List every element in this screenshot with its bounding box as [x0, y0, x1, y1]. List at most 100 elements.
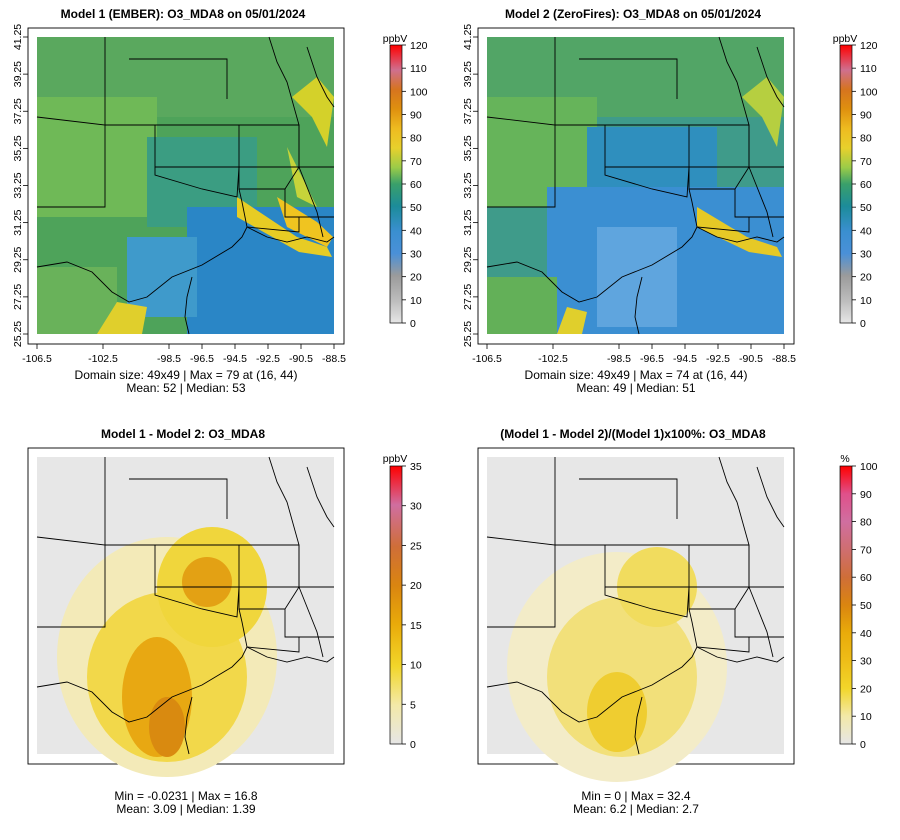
x-tick-label: -106.5	[22, 353, 52, 365]
panel-1-map	[36, 36, 335, 335]
colorbar-tick-label: 110	[860, 63, 877, 75]
y-tick-label: 35.25	[12, 135, 24, 161]
x-tick-label: -94.5	[673, 353, 697, 365]
colorbar-tick-label: 30	[860, 656, 872, 668]
panel-1-stats-line2: Mean: 52 | Median: 53	[126, 381, 246, 395]
colorbar-tick-label: 60	[410, 179, 422, 191]
panel-3: Model 1 - Model 2: O3_MDA8	[27, 427, 345, 777]
colorbar-tick-label: 30	[410, 249, 422, 261]
y-tick-label: 27.25	[12, 284, 24, 310]
colorbar-tick-label: 0	[860, 318, 866, 330]
panel-2-x-axis: -106.5 -102.5 -98.5 -96.5 -94.5 -92.5 -90.5 -88…	[472, 344, 796, 365]
y-tick-label: 37.25	[462, 98, 474, 124]
colorbar-tick-label: 30	[410, 501, 422, 513]
panel-1-colorbar: ppbV 0 10 20 30 40 50 60 70 80 90 100 110 120	[383, 33, 428, 330]
colorbar-tick-label: 70	[410, 156, 422, 168]
colorbar-tick-label: 40	[860, 225, 872, 237]
x-tick-label: -98.5	[157, 353, 181, 365]
y-tick-label: 41.25	[462, 24, 474, 50]
x-tick-label: -98.5	[607, 353, 631, 365]
y-tick-label: 25.25	[462, 321, 474, 347]
colorbar-tick-label: 110	[410, 63, 427, 75]
colorbar-tick-label: 30	[860, 249, 872, 261]
colorbar-tick-label: 70	[860, 544, 872, 556]
y-tick-label: 37.25	[12, 98, 24, 124]
y-tick-label: 33.25	[12, 172, 24, 198]
colorbar-tick-label: 60	[860, 179, 872, 191]
colorbar-tick-label: 10	[860, 711, 872, 723]
colorbar-tick-label: 90	[860, 489, 872, 501]
colorbar-tick-label: 80	[410, 133, 422, 145]
y-tick-label: 35.25	[462, 135, 474, 161]
colorbar-tick-label: 50	[860, 202, 872, 214]
panel-4-colorbar-unit: %	[840, 453, 849, 465]
colorbar-tick-label: 90	[410, 110, 422, 122]
colorbar-tick-label: 40	[410, 225, 422, 237]
x-tick-label: -88.5	[322, 353, 346, 365]
x-tick-label: -90.5	[739, 353, 763, 365]
panel-4-stats-line1: Min = 0 | Max = 32.4	[581, 789, 690, 803]
panel-4-colorbar: % 0 10 20 30 40 50 60 70 80 90 100	[839, 453, 878, 751]
colorbar-tick-label: 10	[860, 295, 872, 307]
y-tick-label: 39.25	[12, 61, 24, 87]
panel-4-stats-line2: Mean: 6.2 | Median: 2.7	[573, 802, 699, 816]
panel-2-colorbar-unit: ppbV	[833, 33, 858, 45]
y-tick-label: 41.25	[12, 24, 24, 50]
y-tick-label: 33.25	[462, 172, 474, 198]
x-tick-label: -92.5	[256, 353, 280, 365]
y-tick-label: 39.25	[462, 61, 474, 87]
panel-1-title: Model 1 (EMBER): O3_MDA8 on 05/01/2024	[61, 7, 306, 21]
y-tick-label: 27.25	[462, 284, 474, 310]
colorbar-tick-label: 20	[860, 272, 872, 284]
panel-3-stats-line1: Min = -0.0231 | Max = 16.8	[114, 789, 258, 803]
colorbar-tick-label: 20	[410, 580, 422, 592]
colorbar-tick-label: 90	[860, 110, 872, 122]
panel-2-stats-line2: Mean: 49 | Median: 51	[576, 381, 696, 395]
colorbar-tick-label: 120	[860, 40, 878, 52]
colorbar-tick-label: 50	[860, 600, 872, 612]
panel-2-map	[486, 36, 785, 335]
x-tick-label: -92.5	[706, 353, 730, 365]
y-tick-label: 29.25	[462, 246, 474, 272]
colorbar-tick-label: 15	[410, 620, 422, 632]
colorbar-tick-label: 0	[410, 318, 416, 330]
colorbar-tick-label: 50	[410, 202, 422, 214]
colorbar-tick-label: 5	[410, 699, 416, 711]
colorbar-tick-label: 120	[410, 40, 428, 52]
panel-3-map	[36, 456, 335, 777]
colorbar-tick-label: 20	[410, 272, 422, 284]
panel-2: Model 2 (ZeroFires): O3_MDA8 on 05/01/20…	[462, 7, 796, 365]
colorbar-tick-label: 25	[410, 540, 422, 552]
y-tick-label: 31.25	[12, 209, 24, 235]
colorbar-tick-label: 10	[410, 295, 422, 307]
panel-3-colorbar: ppbV 0 5 10 15 20 25 30 35	[383, 453, 422, 751]
colorbar-tick-label: 40	[860, 628, 872, 640]
panel-1-x-axis: -106.5 -102.5 -98.5 -96.5 -94.5 -92.5 -90.5 -88…	[22, 344, 346, 365]
panel-1-colorbar-unit: ppbV	[383, 33, 408, 45]
panel-2-colorbar: ppbV 0 10 20 30 40 50 60 70 80 90 100 110 120	[833, 33, 878, 330]
panel-1-y-axis: 25.25 27.25 29.25 31.25 33.25 35.25 37.25 39.25…	[12, 24, 28, 347]
colorbar-tick-label: 35	[410, 461, 422, 473]
panel-3-title: Model 1 - Model 2: O3_MDA8	[101, 427, 265, 441]
colorbar-tick-label: 100	[860, 461, 878, 473]
colorbar-tick-label: 100	[860, 86, 878, 98]
panel-4-title: (Model 1 - Model 2)/(Model 1)x100%: O3_M…	[500, 427, 766, 441]
colorbar-tick-label: 100	[410, 86, 428, 98]
colorbar-tick-label: 0	[410, 739, 416, 751]
colorbar-tick-label: 0	[860, 739, 866, 751]
y-tick-label: 29.25	[12, 246, 24, 272]
x-tick-label: -102.5	[88, 353, 118, 365]
x-tick-label: -88.5	[772, 353, 796, 365]
x-tick-label: -102.5	[538, 353, 568, 365]
colorbar-tick-label: 10	[410, 660, 422, 672]
x-tick-label: -94.5	[223, 353, 247, 365]
x-tick-label: -96.5	[640, 353, 664, 365]
panel-2-title: Model 2 (ZeroFires): O3_MDA8 on 05/01/20…	[505, 7, 761, 21]
panel-2-y-axis: 25.25 27.25 29.25 31.25 33.25 35.25 37.25 39.25…	[462, 24, 478, 347]
x-tick-label: -106.5	[472, 353, 502, 365]
y-tick-label: 31.25	[462, 209, 474, 235]
x-tick-label: -90.5	[289, 353, 313, 365]
y-tick-label: 25.25	[12, 321, 24, 347]
panel-1: Model 1 (EMBER): O3_MDA8 on 05/01/2024 -…	[12, 7, 346, 365]
panel-3-stats-line2: Mean: 3.09 | Median: 1.39	[116, 802, 256, 816]
